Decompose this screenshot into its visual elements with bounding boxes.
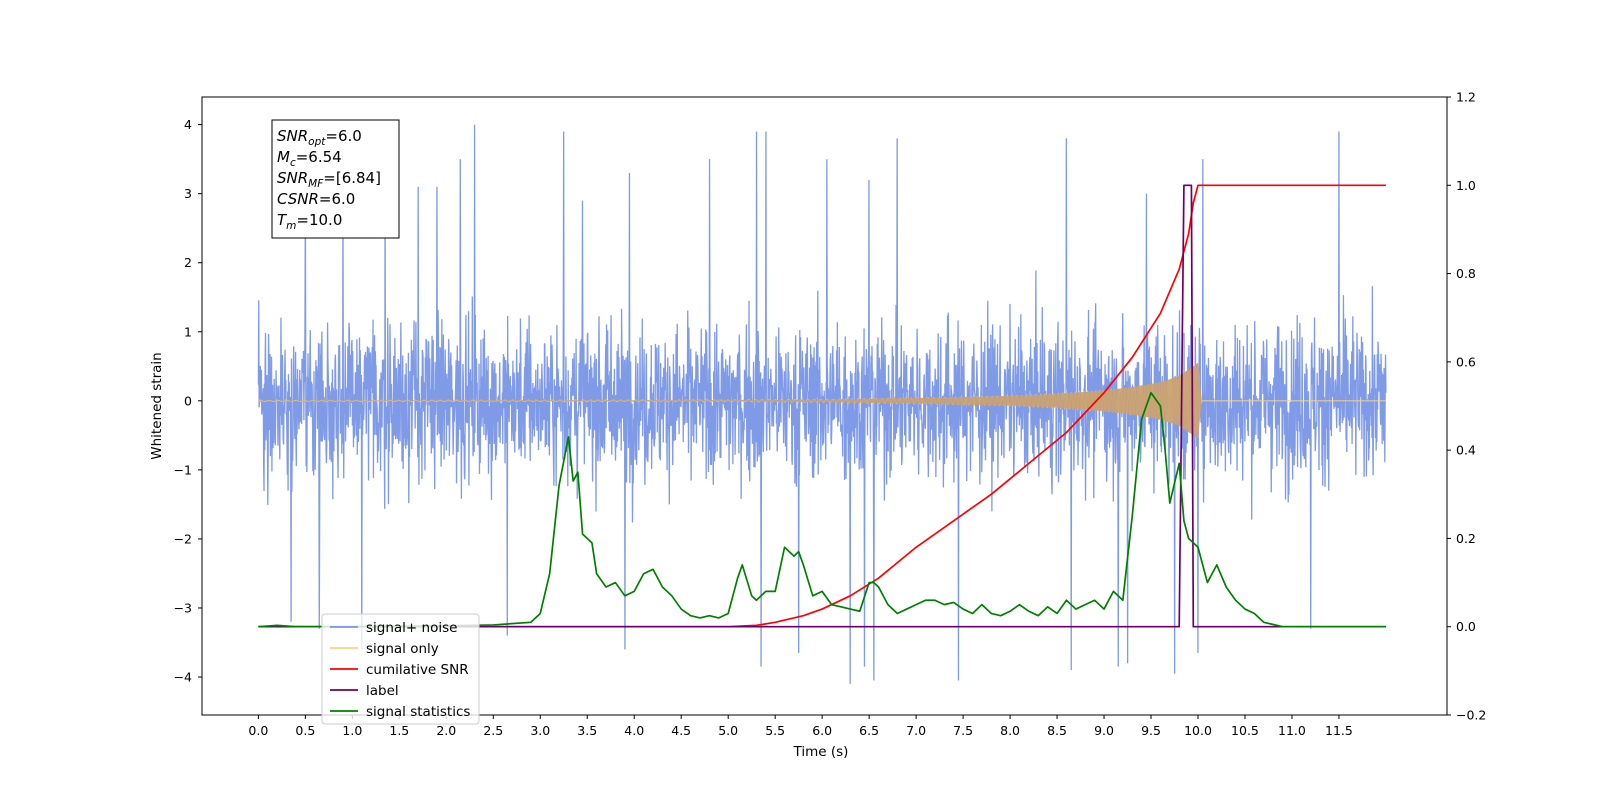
y-right-tick-label: 0.2: [1456, 531, 1476, 546]
x-axis-label: Time (s): [793, 744, 849, 760]
plot-frame: [201, 96, 1448, 716]
annotation-symbol: SNR: [277, 169, 308, 187]
x-tick-label: 1.0: [342, 723, 362, 738]
annotation-symbol: CSNR: [277, 190, 319, 208]
annotation-box: SNRopt=6.0Mc=6.54SNRMF=[6.84]CSNR=6.0Tm=…: [271, 119, 400, 239]
x-tick-label: 3.5: [577, 723, 597, 738]
annotation-subscript: opt: [308, 136, 326, 148]
annotation-row: SNRMF=[6.84]: [277, 169, 381, 190]
annotation-symbol: SNR: [277, 127, 308, 145]
legend-label: signal+ noise: [366, 620, 457, 636]
series-line-signal-statistics: [258, 391, 1386, 628]
annotation-row: Tm=10.0: [277, 211, 342, 232]
y-right-tick-label: 1.2: [1456, 90, 1476, 105]
y-right-tick-label: −0.2: [1456, 708, 1486, 723]
y-axis-left: 4 3 2 1 0 −1 −2 −3 −4: [174, 117, 202, 685]
x-tick-label: 10.0: [1184, 723, 1212, 738]
x-tick-label: 0.0: [248, 723, 268, 738]
y-axis-label: Whitened strain: [149, 352, 165, 459]
annotation-subscript: c: [290, 157, 296, 169]
x-tick-label: 8.5: [1047, 723, 1067, 738]
x-tick-label: 7.0: [906, 723, 926, 738]
x-tick-label: 0.5: [295, 723, 315, 738]
x-tick-label: 1.5: [389, 723, 409, 738]
y-left-tick-label: −3: [174, 600, 192, 615]
annotation-symbol: T: [277, 211, 288, 229]
y-right-tick-label: 0.8: [1456, 266, 1476, 281]
annotation-value: =6.54: [296, 148, 342, 166]
legend-label: label: [366, 683, 399, 699]
y-right-tick-label: 0.4: [1456, 443, 1476, 458]
x-tick-label: 2.5: [483, 723, 503, 738]
y-left-tick-label: 0: [184, 393, 192, 408]
series-line-signal-noise: [257, 124, 1387, 684]
x-tick-label: 8.0: [1000, 723, 1020, 738]
x-tick-label: 4.5: [671, 723, 691, 738]
y-left-tick-label: −1: [174, 462, 192, 477]
series-line-cumulative-snr: [258, 184, 1386, 628]
annotation-subscript: MF: [308, 178, 324, 190]
annotation-value: =10.0: [296, 211, 342, 229]
x-tick-label: 10.5: [1231, 723, 1259, 738]
y-left-tick-label: −2: [174, 531, 192, 546]
x-tick-label: 9.0: [1094, 723, 1114, 738]
x-tick-label: 5.5: [765, 723, 785, 738]
legend-label: cumilative SNR: [366, 662, 469, 678]
series-area-signal-only: [258, 362, 1386, 439]
x-tick-label: 7.5: [953, 723, 973, 738]
y-left-tick-label: 4: [184, 117, 192, 132]
annotation-row: CSNR=6.0: [277, 190, 355, 208]
x-axis: 0.0 0.5 1.0 1.5 2.0 2.5 3.0 3.5 4.0 4.5 5.0 5.5 6.0 6…: [248, 715, 1353, 738]
series-layer: [257, 124, 1387, 684]
annotation-value: =[6.84]: [323, 169, 381, 187]
x-tick-label: 6.5: [859, 723, 879, 738]
x-tick-label: 5.0: [718, 723, 738, 738]
annotation-symbol: M: [277, 148, 290, 166]
y-left-tick-label: −4: [174, 670, 192, 685]
x-tick-label: 3.0: [530, 723, 550, 738]
x-tick-label: 4.0: [624, 723, 644, 738]
y-left-tick-label: 1: [184, 324, 192, 339]
y-right-tick-label: 0.6: [1456, 354, 1476, 369]
y-right-tick-label: 0.0: [1456, 619, 1476, 634]
x-tick-label: 9.5: [1141, 723, 1161, 738]
annotation-value: =6.0: [325, 127, 361, 145]
x-tick-label: 11.0: [1278, 723, 1306, 738]
x-tick-label: 2.0: [436, 723, 456, 738]
series-line-label: [258, 184, 1386, 628]
annotation-value: =6.0: [319, 190, 355, 208]
annotation-row: Mc=6.54: [277, 148, 342, 169]
legend: signal+ noise signal only cumilative SNR la…: [321, 613, 480, 725]
legend-label: signal only: [366, 641, 439, 657]
annotation-row: SNRopt=6.0: [277, 127, 362, 148]
annotation-frame: [271, 119, 400, 239]
legend-label: signal statistics: [366, 704, 470, 720]
y-axis-right: 1.2 1.0 0.8 0.6 0.4 0.2 0.0 −0.2: [1447, 90, 1486, 723]
y-left-tick-label: 3: [184, 186, 192, 201]
annotation-subscript: m: [286, 220, 296, 232]
y-left-tick-label: 2: [184, 255, 192, 270]
x-tick-label: 11.5: [1325, 723, 1353, 738]
x-tick-label: 6.0: [812, 723, 832, 738]
y-right-tick-label: 1.0: [1456, 178, 1476, 193]
legend-frame: [321, 613, 480, 725]
